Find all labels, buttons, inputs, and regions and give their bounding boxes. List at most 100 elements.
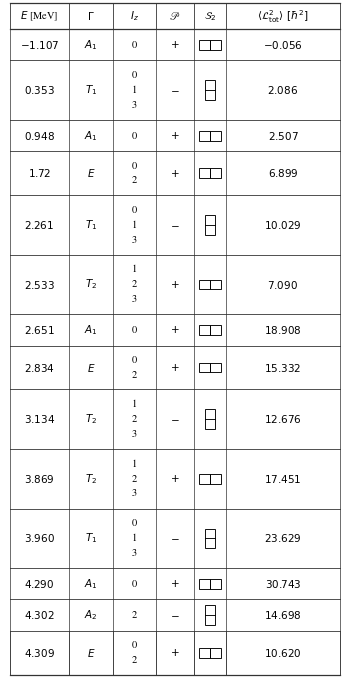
- Text: 3: 3: [132, 429, 137, 439]
- Text: $\mathcal{S}_2$: $\mathcal{S}_2$: [204, 10, 216, 22]
- Bar: [205, 81, 215, 100]
- Text: $A_1$: $A_1$: [84, 323, 98, 337]
- Text: 0: 0: [132, 355, 137, 365]
- Bar: [200, 647, 210, 658]
- Text: 1: 1: [132, 265, 137, 275]
- Text: $3.869$: $3.869$: [24, 473, 55, 485]
- Text: 1: 1: [132, 534, 137, 543]
- Text: $2.834$: $2.834$: [24, 361, 55, 374]
- Text: 0: 0: [132, 325, 137, 335]
- Bar: [205, 529, 215, 548]
- Bar: [200, 474, 210, 483]
- Text: $2.533$: $2.533$: [24, 279, 55, 290]
- Text: 2: 2: [132, 370, 137, 380]
- Bar: [210, 279, 221, 290]
- Bar: [210, 168, 221, 178]
- Text: $14.698$: $14.698$: [264, 609, 302, 621]
- Text: $4.290$: $4.290$: [24, 578, 55, 590]
- Text: $E$ [MeV]: $E$ [MeV]: [20, 9, 59, 23]
- Text: $-0.056$: $-0.056$: [263, 39, 303, 51]
- Text: 2: 2: [132, 474, 137, 483]
- Text: $4.302$: $4.302$: [24, 609, 55, 621]
- Text: $\langle \mathcal{L}^2_{\mathrm{tot}}\rangle\ [\hbar^2]$: $\langle \mathcal{L}^2_{\mathrm{tot}}\ra…: [257, 8, 309, 24]
- Text: $T_2$: $T_2$: [85, 277, 97, 292]
- Text: 2: 2: [132, 610, 137, 620]
- Text: $+$: $+$: [170, 325, 180, 336]
- Text: 3: 3: [132, 489, 137, 498]
- Text: $10.620$: $10.620$: [264, 647, 302, 659]
- Text: $A_2$: $A_2$: [84, 608, 98, 622]
- Text: 3: 3: [132, 100, 137, 110]
- Bar: [210, 579, 221, 589]
- Text: $A_1$: $A_1$: [84, 129, 98, 142]
- Text: $+$: $+$: [170, 473, 180, 484]
- Text: $-$: $-$: [170, 610, 180, 620]
- Bar: [205, 410, 215, 429]
- Text: $T_2$: $T_2$: [85, 412, 97, 426]
- Text: 3: 3: [132, 549, 137, 558]
- Text: $30.743$: $30.743$: [265, 578, 301, 590]
- Text: $+$: $+$: [170, 130, 180, 141]
- Text: $0.948$: $0.948$: [24, 129, 55, 142]
- Bar: [200, 168, 210, 178]
- Text: 2: 2: [132, 176, 137, 185]
- Text: $6.899$: $6.899$: [268, 167, 298, 179]
- Bar: [210, 647, 221, 658]
- Text: 0: 0: [132, 71, 137, 80]
- Text: $+$: $+$: [170, 578, 180, 589]
- Text: 3: 3: [132, 294, 137, 304]
- Text: 2: 2: [132, 280, 137, 290]
- Bar: [205, 605, 215, 625]
- Bar: [210, 325, 221, 335]
- Text: $A_1$: $A_1$: [84, 38, 98, 52]
- Text: 1: 1: [132, 459, 137, 468]
- Text: $7.090$: $7.090$: [268, 279, 298, 290]
- Text: $10.029$: $10.029$: [264, 219, 302, 231]
- Bar: [210, 40, 221, 49]
- Text: $12.676$: $12.676$: [264, 414, 302, 425]
- Text: $+$: $+$: [170, 647, 180, 658]
- Text: $T_1$: $T_1$: [85, 83, 97, 97]
- Text: $2.261$: $2.261$: [24, 219, 55, 231]
- Text: $18.908$: $18.908$: [264, 324, 302, 336]
- Text: 0: 0: [132, 579, 137, 589]
- Text: $-$: $-$: [170, 534, 180, 543]
- Bar: [205, 215, 215, 235]
- Text: $A_1$: $A_1$: [84, 577, 98, 591]
- Bar: [210, 131, 221, 140]
- Text: $-$: $-$: [170, 85, 180, 95]
- Text: $E$: $E$: [87, 361, 95, 374]
- Bar: [200, 325, 210, 335]
- Text: $I_z$: $I_z$: [130, 9, 139, 23]
- Text: $\mathscr{P}$: $\mathscr{P}$: [169, 10, 180, 22]
- Text: 3: 3: [132, 235, 137, 245]
- Text: 1: 1: [132, 85, 137, 95]
- Text: 0: 0: [132, 161, 137, 171]
- Text: $17.451$: $17.451$: [264, 473, 301, 485]
- Bar: [200, 131, 210, 140]
- Text: $-$: $-$: [170, 414, 180, 424]
- Text: $23.629$: $23.629$: [264, 532, 302, 544]
- Text: $+$: $+$: [170, 279, 180, 290]
- Text: 0: 0: [132, 641, 137, 650]
- Text: $T_1$: $T_1$: [85, 218, 97, 232]
- Text: 2: 2: [132, 414, 137, 424]
- Text: 0: 0: [132, 519, 137, 528]
- Text: $2.086$: $2.086$: [268, 84, 298, 96]
- Text: $4.309$: $4.309$: [24, 647, 55, 659]
- Bar: [210, 474, 221, 483]
- Text: 1: 1: [132, 399, 137, 410]
- Text: 0: 0: [132, 131, 137, 140]
- Bar: [200, 279, 210, 290]
- Text: $2.651$: $2.651$: [24, 324, 55, 336]
- Text: $0.353$: $0.353$: [24, 84, 55, 96]
- Text: 0: 0: [132, 205, 137, 215]
- Text: $T_1$: $T_1$: [85, 532, 97, 545]
- Bar: [200, 579, 210, 589]
- Text: $+$: $+$: [170, 39, 180, 50]
- Text: $1.72$: $1.72$: [28, 167, 51, 179]
- Text: $2.507$: $2.507$: [268, 129, 298, 142]
- Text: $15.332$: $15.332$: [264, 361, 301, 374]
- Text: $-1.107$: $-1.107$: [20, 39, 59, 51]
- Text: $+$: $+$: [170, 167, 180, 179]
